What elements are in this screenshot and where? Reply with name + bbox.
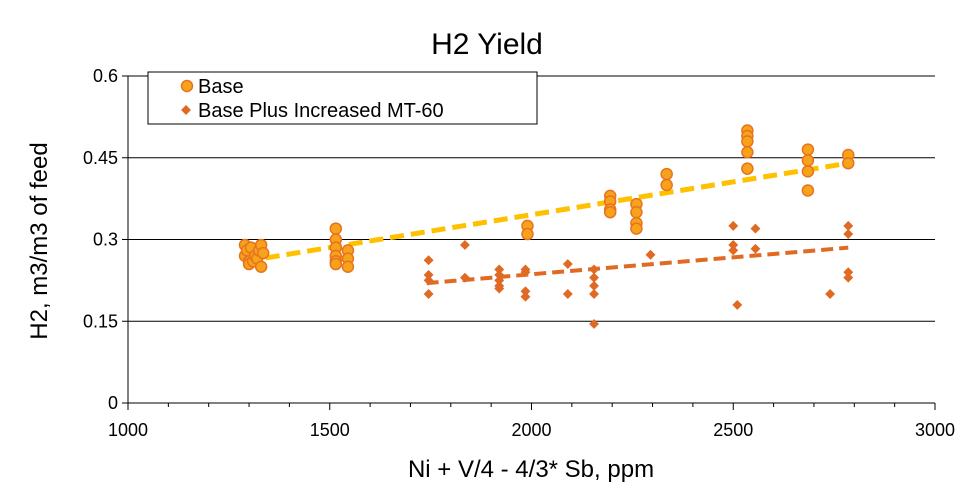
x-tick-label: 2000 bbox=[511, 420, 551, 440]
data-point-base bbox=[841, 156, 855, 170]
data-point-mt60 bbox=[562, 289, 573, 299]
data-point-mt60 bbox=[520, 291, 531, 302]
legend: Base Base Plus Increased MT-60 bbox=[147, 71, 538, 125]
x-tick-label: 1000 bbox=[108, 420, 148, 440]
data-point-base bbox=[660, 167, 673, 181]
data-points bbox=[238, 124, 855, 329]
trendline-mt60 bbox=[426, 245, 849, 286]
y-axis-title: H2, m3/m3 of feed bbox=[26, 142, 53, 339]
data-point-mt60 bbox=[750, 223, 761, 234]
y-tick-label: 0.45 bbox=[83, 148, 118, 168]
data-point-base bbox=[630, 206, 643, 219]
data-point-base bbox=[254, 260, 268, 273]
data-point-base bbox=[801, 154, 815, 167]
legend-marker-base bbox=[180, 79, 194, 93]
data-point-mt60 bbox=[843, 267, 854, 278]
axes: 0 0.15 0.3 0.45 0.6 1000 1500 2000 2500 3000 bbox=[83, 66, 955, 440]
legend-marker-mt60 bbox=[181, 105, 191, 115]
data-point-mt60 bbox=[645, 249, 656, 260]
data-point-mt60 bbox=[825, 289, 836, 299]
data-point-base bbox=[630, 222, 643, 235]
data-point-base bbox=[801, 165, 815, 178]
data-point-mt60 bbox=[589, 289, 599, 299]
x-tick-label: 3000 bbox=[915, 420, 955, 440]
legend-box bbox=[147, 71, 538, 125]
data-point-mt60 bbox=[494, 269, 505, 280]
data-point-mt60 bbox=[750, 243, 761, 254]
data-point-base bbox=[660, 178, 673, 192]
data-point-mt60 bbox=[520, 267, 531, 278]
data-point-base bbox=[603, 206, 617, 219]
data-point-mt60 bbox=[843, 229, 854, 239]
data-point-base bbox=[256, 246, 270, 260]
y-tick-label: 0.3 bbox=[93, 230, 118, 250]
data-point-base bbox=[801, 184, 815, 197]
y-tick-label: 0.6 bbox=[93, 66, 118, 86]
data-point-mt60 bbox=[728, 220, 739, 231]
data-point-mt60 bbox=[459, 240, 470, 250]
trendline-base bbox=[244, 160, 849, 264]
data-point-mt60 bbox=[520, 286, 531, 297]
data-point-mt60 bbox=[494, 275, 505, 286]
data-point-mt60 bbox=[843, 220, 854, 231]
data-point-mt60 bbox=[728, 240, 739, 250]
data-point-mt60 bbox=[732, 299, 743, 310]
x-tick-label: 2500 bbox=[713, 420, 753, 440]
data-point-mt60 bbox=[562, 259, 573, 269]
y-tick-label: 0 bbox=[108, 393, 118, 413]
data-point-mt60 bbox=[589, 272, 599, 283]
data-point-base bbox=[329, 222, 343, 235]
data-point-mt60 bbox=[423, 275, 434, 286]
data-point-mt60 bbox=[589, 264, 599, 275]
data-point-base bbox=[741, 162, 754, 175]
data-point-base bbox=[329, 257, 343, 271]
data-point-base bbox=[521, 227, 534, 241]
data-point-base bbox=[801, 143, 815, 156]
chart-title: H2 Yield bbox=[431, 28, 543, 61]
data-point-base bbox=[341, 260, 355, 273]
data-point-mt60 bbox=[728, 245, 739, 256]
data-point-mt60 bbox=[589, 280, 599, 291]
data-point-mt60 bbox=[423, 255, 434, 266]
data-point-base bbox=[741, 135, 754, 148]
x-axis-title: Ni + V/4 - 4/3* Sb, ppm bbox=[408, 456, 654, 483]
data-point-mt60 bbox=[494, 264, 505, 275]
trendlines bbox=[244, 160, 849, 286]
data-point-mt60 bbox=[423, 269, 434, 280]
legend-label-base: Base bbox=[198, 76, 244, 98]
x-tick-label: 1500 bbox=[310, 420, 350, 440]
data-point-mt60 bbox=[459, 272, 470, 283]
y-tick-label: 0.15 bbox=[83, 311, 118, 331]
legend-label-mt60: Base Plus Increased MT-60 bbox=[198, 100, 444, 122]
data-point-mt60 bbox=[423, 289, 434, 299]
data-point-mt60 bbox=[589, 319, 599, 329]
data-point-mt60 bbox=[494, 283, 505, 294]
data-point-mt60 bbox=[843, 272, 854, 283]
data-point-base bbox=[741, 146, 754, 159]
